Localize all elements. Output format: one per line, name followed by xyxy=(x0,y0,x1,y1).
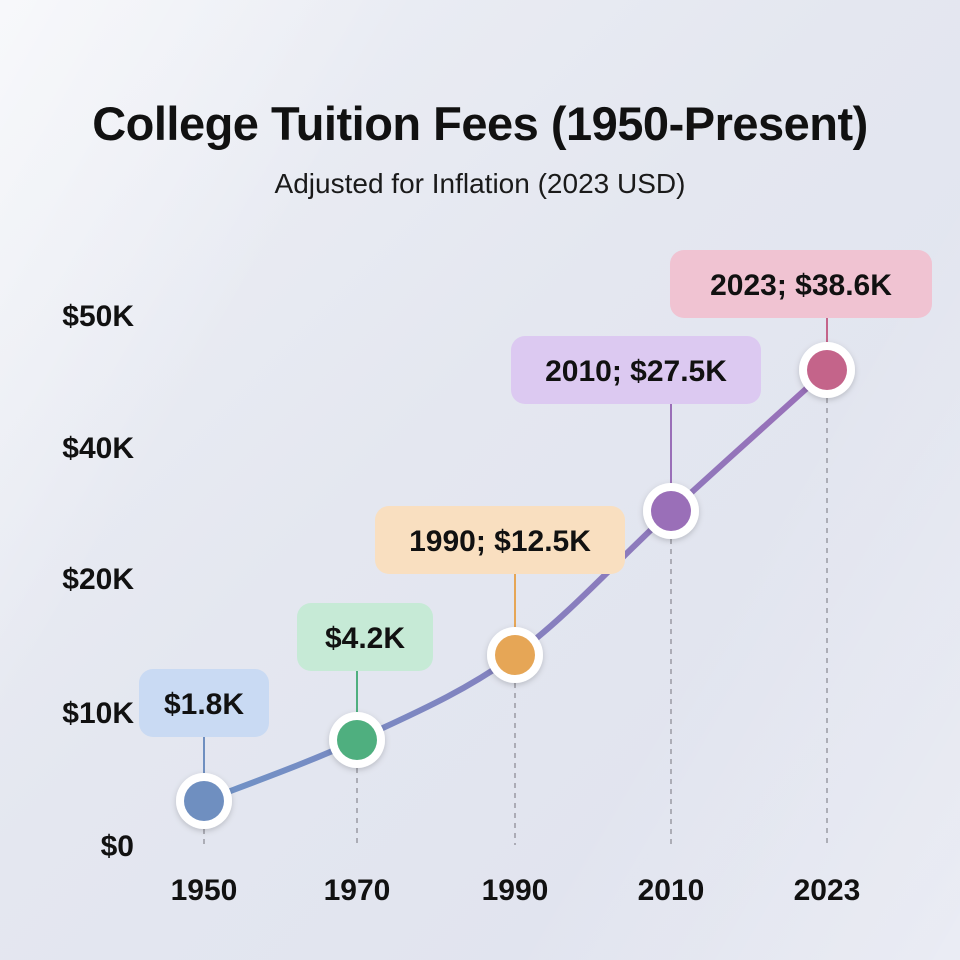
data-label: 2023; $38.6K xyxy=(710,269,892,302)
data-label: 1990; $12.5K xyxy=(409,525,591,558)
callout-box xyxy=(297,603,433,671)
chart-title: College Tuition Fees (1950-Present) xyxy=(92,97,868,150)
value-callouts: $1.8K $4.2K 1990; $12.5K 2010; $27.5K 2023; … xyxy=(139,250,932,737)
data-label: 2010; $27.5K xyxy=(545,355,727,388)
callout-box xyxy=(375,506,625,574)
vertical-guides xyxy=(203,398,828,845)
callout-box xyxy=(511,336,761,404)
y-tick-label: $0 xyxy=(101,830,134,863)
x-tick-label: 2023 xyxy=(794,874,861,907)
y-tick-label: $10K xyxy=(62,697,134,730)
x-axis-ticks: 1950 1970 1990 2010 2023 xyxy=(171,874,861,907)
data-point xyxy=(807,350,847,390)
data-label: $4.2K xyxy=(325,622,405,655)
x-tick-label: 1990 xyxy=(482,874,549,907)
callout-box xyxy=(670,250,932,318)
chart-subtitle: Adjusted for Inflation (2023 USD) xyxy=(274,168,686,199)
x-tick-label: 1970 xyxy=(324,874,391,907)
callout-box xyxy=(139,669,269,737)
y-axis-ticks: $50K $40K $20K $10K $0 xyxy=(62,300,134,863)
data-point xyxy=(337,720,377,760)
y-tick-label: $50K xyxy=(62,300,134,333)
data-label: $1.8K xyxy=(164,688,244,721)
y-tick-label: $20K xyxy=(62,563,134,596)
data-point xyxy=(184,781,224,821)
data-markers xyxy=(176,342,855,829)
x-tick-label: 1950 xyxy=(171,874,238,907)
callout-connectors xyxy=(203,318,828,777)
x-tick-label: 2010 xyxy=(638,874,705,907)
data-point xyxy=(651,491,691,531)
data-point xyxy=(495,635,535,675)
y-tick-label: $40K xyxy=(62,432,134,465)
